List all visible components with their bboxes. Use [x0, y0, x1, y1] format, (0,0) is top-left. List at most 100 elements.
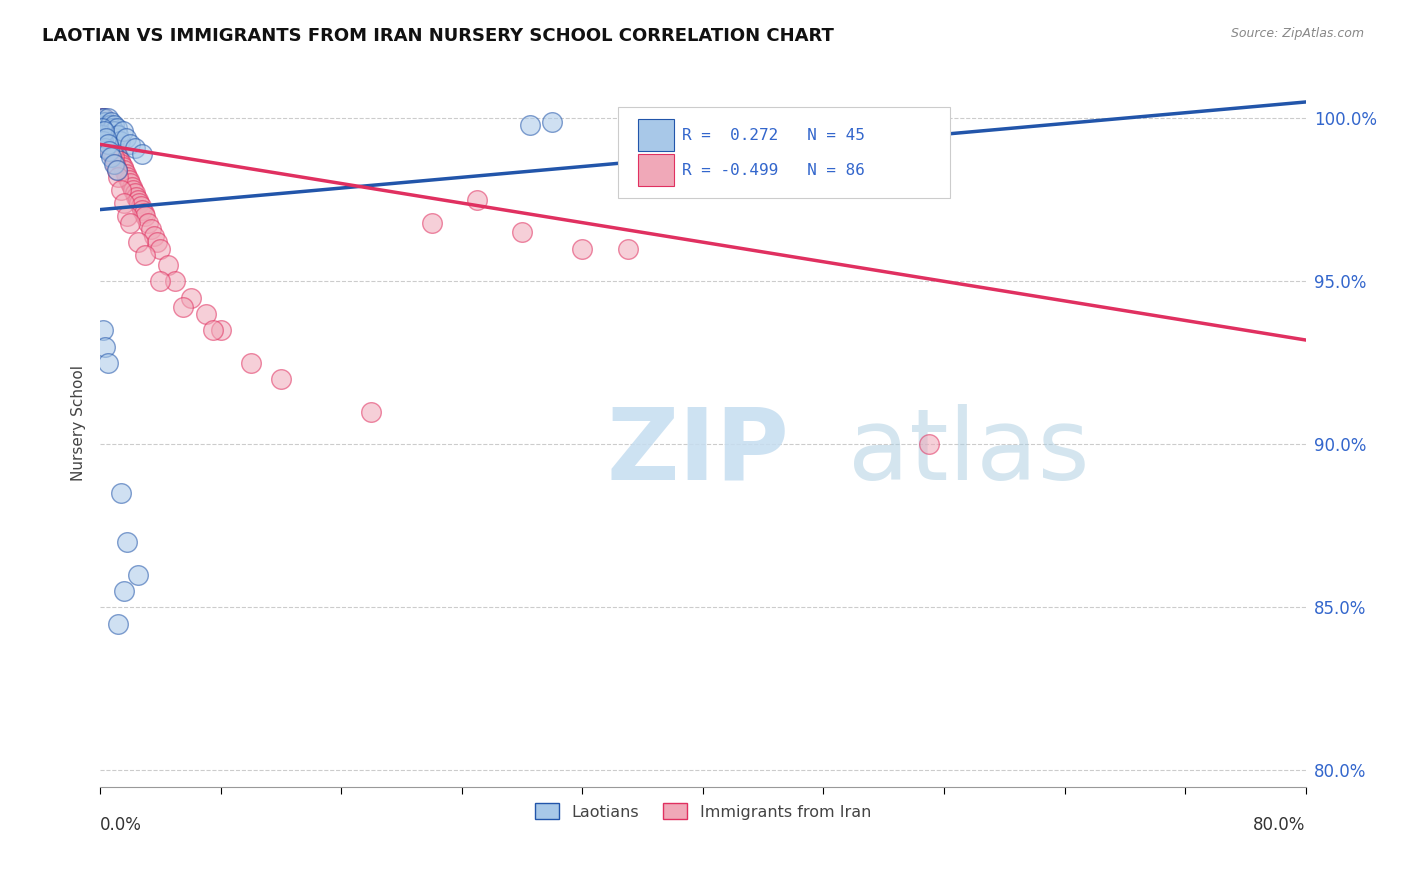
Point [100, 124, 122, 138]
Point [172, 301, 194, 315]
Point [97, 124, 120, 138]
Point [96, 121, 118, 136]
Point [101, 134, 124, 148]
Point [120, 216, 142, 230]
Point [132, 206, 155, 220]
Point [90, 112, 112, 126]
Point [96, 128, 118, 142]
Point [101, 121, 124, 136]
Point [156, 258, 179, 272]
Point [93, 112, 115, 126]
FancyBboxPatch shape [619, 107, 950, 198]
Point [118, 173, 141, 187]
Point [91, 121, 114, 136]
Point [96, 124, 118, 138]
Point [141, 222, 163, 236]
Point [194, 307, 217, 321]
Point [93, 339, 115, 353]
Point [91, 114, 114, 128]
Point [107, 128, 129, 142]
Legend: Laotians, Immigrants from Iran: Laotians, Immigrants from Iran [529, 797, 877, 826]
Point [103, 124, 125, 138]
Point [134, 248, 156, 262]
Point [94, 124, 117, 138]
Point [360, 405, 382, 419]
Point [110, 183, 132, 197]
Point [91, 124, 114, 138]
Point [101, 137, 124, 152]
Text: LAOTIAN VS IMMIGRANTS FROM IRAN NURSERY SCHOOL CORRELATION CHART: LAOTIAN VS IMMIGRANTS FROM IRAN NURSERY … [42, 27, 834, 45]
Point [103, 157, 125, 171]
Point [112, 163, 135, 178]
Point [97, 137, 120, 152]
Point [104, 157, 127, 171]
Point [100, 114, 122, 128]
Point [117, 169, 139, 184]
Point [98, 141, 121, 155]
Point [96, 124, 118, 138]
Point [465, 193, 488, 207]
Point [101, 128, 124, 142]
Point [103, 141, 125, 155]
Point [93, 121, 115, 136]
FancyBboxPatch shape [638, 120, 673, 152]
Point [114, 131, 136, 145]
Point [122, 183, 145, 197]
Point [91, 134, 114, 148]
Point [541, 114, 564, 128]
Point [131, 202, 153, 217]
Point [239, 356, 262, 370]
Point [110, 157, 132, 171]
Text: R = -0.499   N = 86: R = -0.499 N = 86 [682, 162, 865, 178]
Point [93, 121, 115, 136]
Point [104, 144, 127, 158]
Point [165, 274, 187, 288]
Point [110, 486, 132, 500]
Point [103, 150, 125, 164]
Point [104, 131, 127, 145]
Point [127, 193, 149, 207]
Point [98, 118, 121, 132]
Y-axis label: Nursery School: Nursery School [72, 365, 86, 481]
Point [108, 134, 131, 148]
Point [101, 147, 124, 161]
Point [111, 124, 134, 138]
Point [103, 137, 125, 152]
Text: atlas: atlas [848, 404, 1090, 500]
Point [180, 291, 202, 305]
Point [96, 118, 118, 132]
Point [91, 128, 114, 142]
Point [143, 228, 166, 243]
Point [105, 163, 128, 178]
Point [100, 150, 122, 164]
Point [105, 147, 128, 161]
Point [107, 169, 129, 184]
Point [420, 216, 443, 230]
Point [91, 118, 114, 132]
Point [98, 134, 121, 148]
Point [91, 118, 114, 132]
Point [127, 567, 149, 582]
Point [571, 242, 593, 256]
Point [112, 584, 135, 599]
Point [918, 437, 941, 451]
Point [128, 196, 150, 211]
Point [129, 199, 152, 213]
Point [93, 112, 115, 126]
Point [202, 323, 225, 337]
Point [94, 114, 117, 128]
Point [519, 118, 541, 132]
Point [90, 128, 112, 142]
Point [105, 121, 128, 136]
Point [616, 242, 638, 256]
Point [117, 535, 139, 549]
Point [107, 616, 129, 631]
Point [105, 163, 128, 178]
Point [125, 189, 148, 203]
Text: R =  0.272   N = 45: R = 0.272 N = 45 [682, 128, 865, 143]
Point [93, 131, 115, 145]
Point [90, 114, 112, 128]
Point [97, 137, 120, 152]
Text: ZIP: ZIP [606, 404, 789, 500]
Point [124, 186, 146, 201]
